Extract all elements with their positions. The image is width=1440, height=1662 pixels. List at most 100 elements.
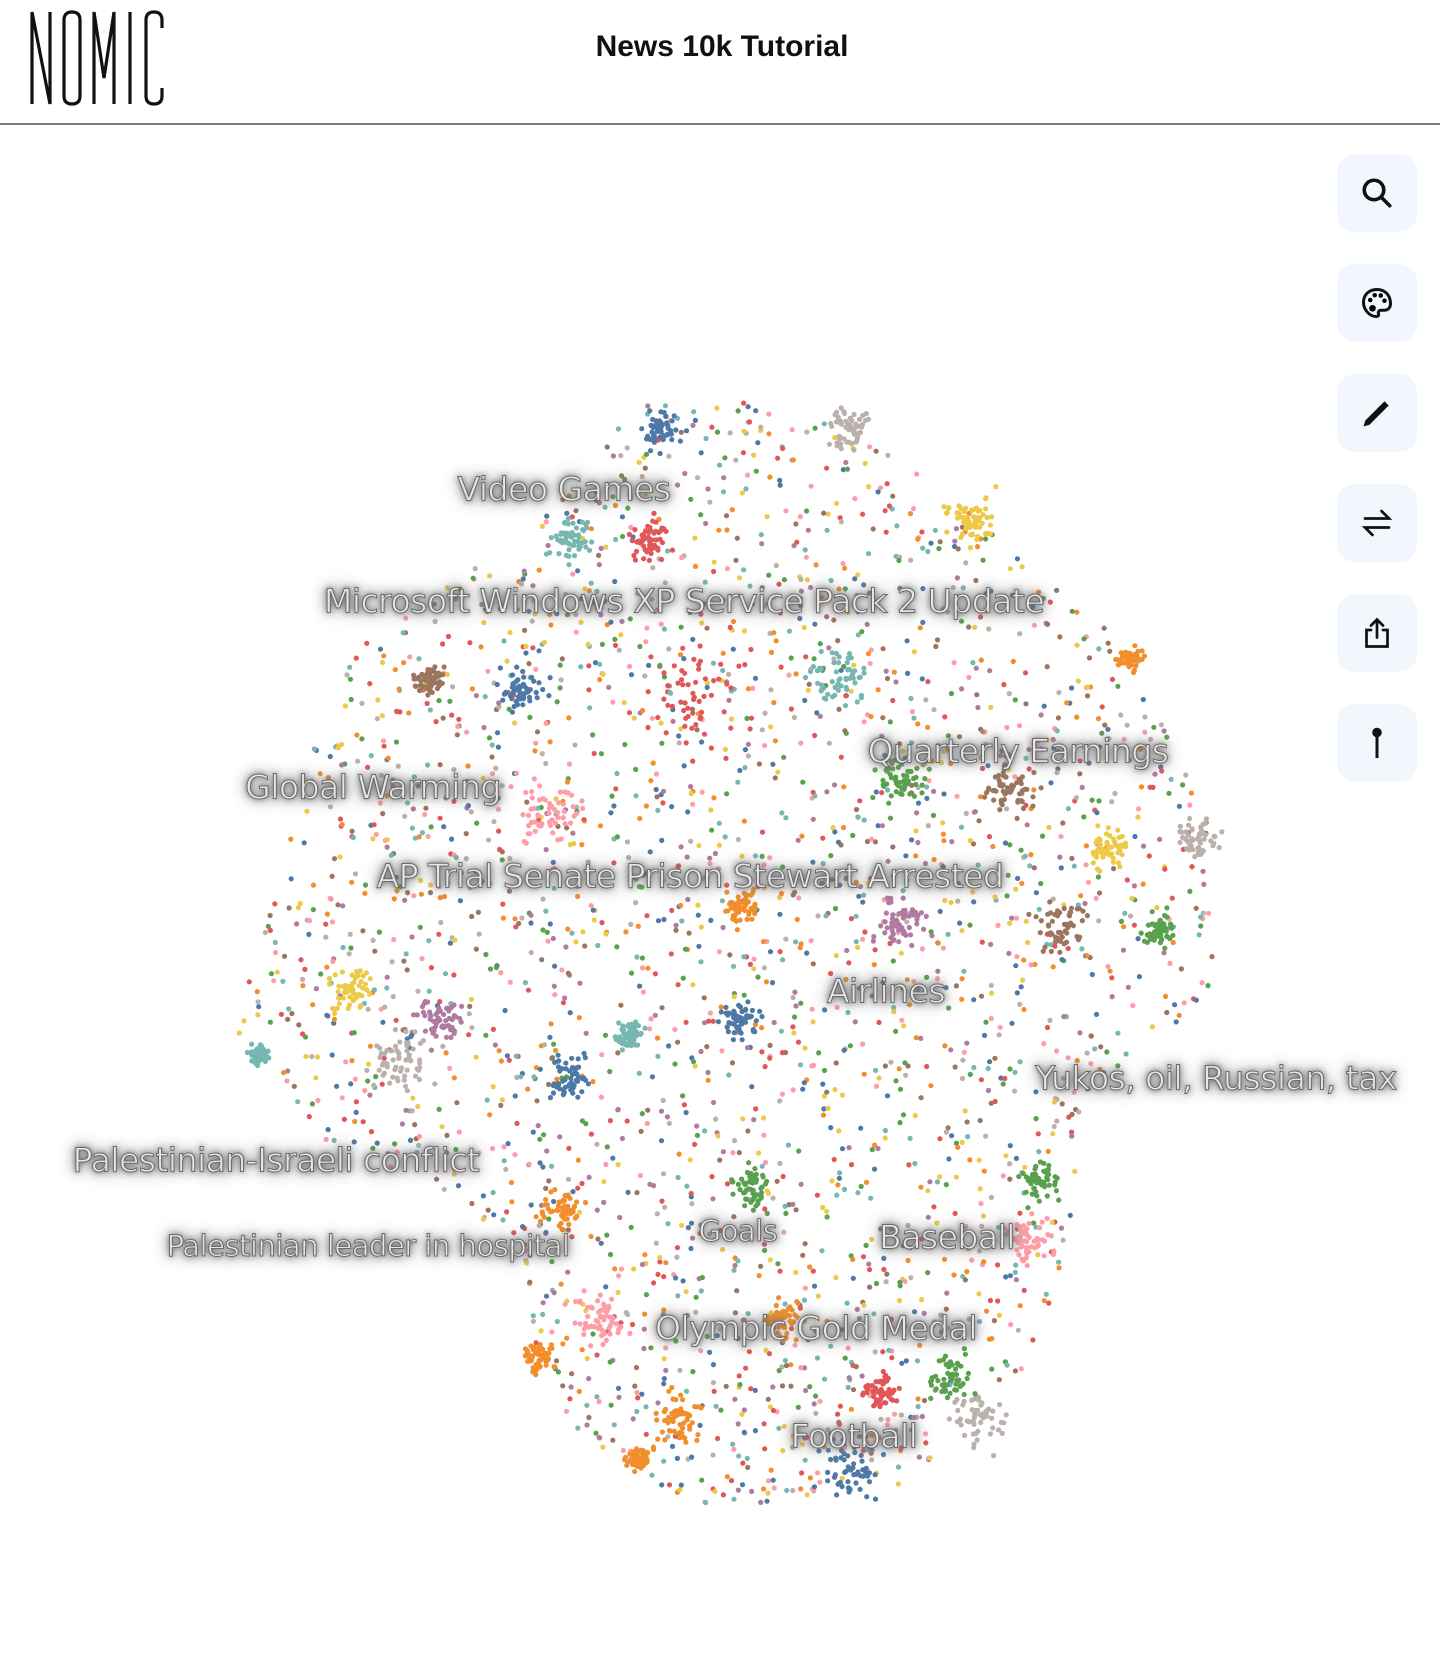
- data-point[interactable]: [532, 748, 538, 754]
- data-point[interactable]: [445, 633, 452, 640]
- data-point[interactable]: [996, 1377, 1002, 1383]
- data-point[interactable]: [707, 860, 713, 867]
- data-point[interactable]: [702, 1128, 708, 1134]
- data-point[interactable]: [1190, 837, 1196, 844]
- data-point[interactable]: [651, 1446, 657, 1452]
- data-point[interactable]: [955, 1144, 961, 1150]
- data-point[interactable]: [856, 893, 862, 899]
- data-point[interactable]: [681, 1102, 688, 1108]
- data-point[interactable]: [954, 575, 961, 581]
- data-point[interactable]: [946, 1233, 953, 1239]
- data-point[interactable]: [888, 793, 894, 799]
- data-point[interactable]: [431, 1028, 437, 1034]
- data-point[interactable]: [925, 823, 932, 829]
- data-point[interactable]: [880, 777, 886, 784]
- data-point[interactable]: [1058, 865, 1064, 871]
- data-point[interactable]: [711, 795, 717, 801]
- data-point[interactable]: [872, 767, 878, 773]
- data-point[interactable]: [975, 862, 981, 868]
- data-point[interactable]: [1041, 703, 1047, 709]
- topic-label[interactable]: Football: [790, 1416, 918, 1456]
- data-point[interactable]: [661, 1381, 667, 1387]
- data-point[interactable]: [1018, 984, 1024, 990]
- data-point[interactable]: [710, 660, 717, 666]
- data-point[interactable]: [735, 836, 742, 843]
- data-point[interactable]: [1023, 755, 1029, 762]
- data-point[interactable]: [1101, 1070, 1107, 1076]
- data-point[interactable]: [530, 583, 536, 589]
- data-point[interactable]: [928, 540, 934, 546]
- data-point[interactable]: [919, 1236, 925, 1242]
- data-point[interactable]: [1008, 1321, 1014, 1328]
- data-point[interactable]: [1126, 757, 1132, 763]
- data-point[interactable]: [1205, 983, 1211, 989]
- data-point[interactable]: [682, 1410, 688, 1417]
- data-point[interactable]: [1187, 815, 1193, 822]
- data-point[interactable]: [558, 677, 564, 683]
- data-point[interactable]: [1145, 922, 1152, 928]
- data-point[interactable]: [494, 730, 501, 736]
- data-point[interactable]: [649, 1074, 656, 1080]
- data-point[interactable]: [872, 1349, 878, 1355]
- data-point[interactable]: [554, 1076, 560, 1082]
- data-point[interactable]: [779, 1364, 785, 1370]
- data-point[interactable]: [738, 1176, 745, 1182]
- data-point[interactable]: [1149, 909, 1155, 915]
- data-point[interactable]: [865, 651, 872, 657]
- data-point[interactable]: [1090, 860, 1096, 866]
- data-point[interactable]: [1079, 918, 1085, 924]
- data-point[interactable]: [1045, 1148, 1051, 1154]
- data-point[interactable]: [544, 929, 550, 935]
- data-point[interactable]: [1195, 845, 1201, 851]
- data-point[interactable]: [824, 527, 830, 533]
- data-point[interactable]: [896, 911, 902, 917]
- data-point[interactable]: [440, 641, 446, 647]
- data-point[interactable]: [759, 1013, 765, 1020]
- data-point[interactable]: [692, 417, 699, 423]
- data-point[interactable]: [562, 1084, 569, 1090]
- data-point[interactable]: [300, 1031, 306, 1037]
- data-point[interactable]: [640, 989, 647, 995]
- data-point[interactable]: [416, 1133, 422, 1140]
- data-point[interactable]: [512, 1093, 518, 1099]
- data-point[interactable]: [612, 578, 618, 585]
- data-point[interactable]: [1159, 937, 1165, 943]
- data-point[interactable]: [976, 1291, 982, 1297]
- data-point[interactable]: [566, 553, 572, 559]
- data-point[interactable]: [698, 1222, 704, 1228]
- data-point[interactable]: [590, 1331, 596, 1337]
- data-point[interactable]: [661, 916, 667, 923]
- data-point[interactable]: [915, 986, 921, 992]
- data-point[interactable]: [866, 1479, 873, 1485]
- data-point[interactable]: [935, 940, 941, 946]
- data-point[interactable]: [500, 1217, 506, 1223]
- data-point[interactable]: [1106, 736, 1112, 742]
- data-point[interactable]: [673, 1430, 679, 1436]
- data-point[interactable]: [362, 981, 369, 987]
- data-point[interactable]: [633, 1021, 639, 1028]
- data-point[interactable]: [888, 895, 894, 902]
- data-point[interactable]: [988, 588, 994, 594]
- data-point[interactable]: [805, 687, 811, 693]
- data-point[interactable]: [777, 1098, 783, 1104]
- data-point[interactable]: [828, 1343, 834, 1349]
- data-point[interactable]: [900, 1243, 906, 1249]
- data-point[interactable]: [675, 1174, 681, 1181]
- data-point[interactable]: [880, 758, 886, 764]
- data-point[interactable]: [618, 453, 624, 459]
- data-point[interactable]: [825, 1447, 831, 1453]
- data-point[interactable]: [1170, 932, 1176, 938]
- data-point[interactable]: [499, 783, 505, 789]
- data-point[interactable]: [892, 1411, 898, 1417]
- data-point[interactable]: [606, 1303, 612, 1309]
- data-point[interactable]: [532, 828, 538, 834]
- data-point[interactable]: [882, 1232, 889, 1238]
- data-point[interactable]: [723, 1383, 729, 1389]
- data-point[interactable]: [1028, 1181, 1034, 1187]
- data-point[interactable]: [831, 660, 837, 666]
- data-point[interactable]: [1153, 930, 1159, 936]
- data-point[interactable]: [924, 974, 930, 981]
- data-point[interactable]: [520, 576, 526, 582]
- data-point[interactable]: [1074, 906, 1080, 912]
- data-point[interactable]: [569, 930, 575, 936]
